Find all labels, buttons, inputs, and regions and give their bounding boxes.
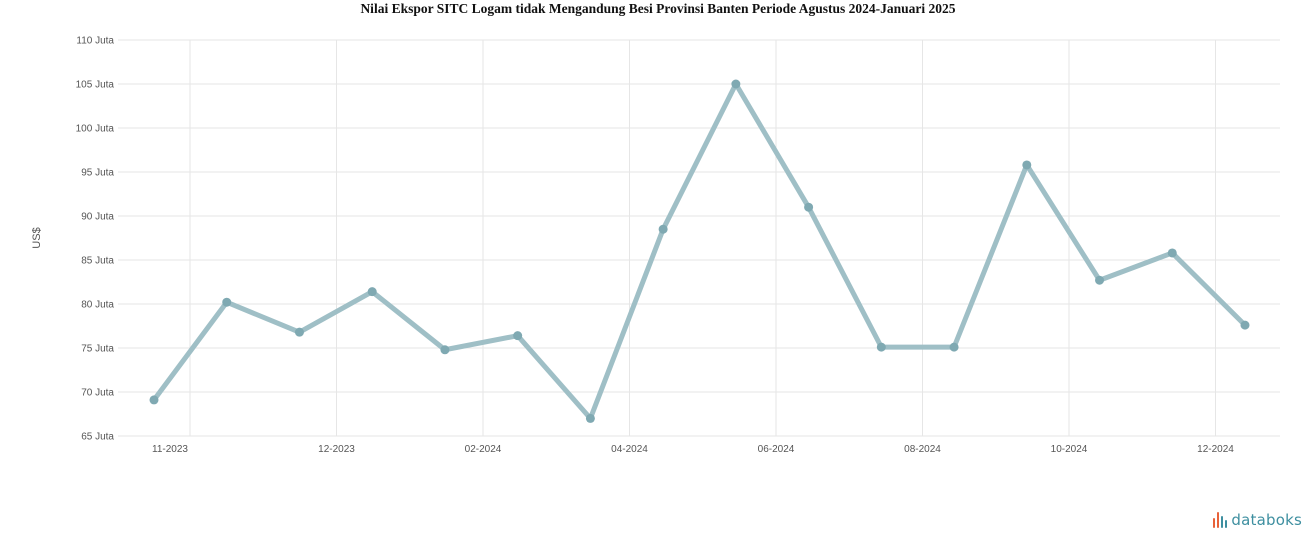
chart-title: Nilai Ekspor SITC Logam tidak Mengandung… [360,1,956,16]
data-point [513,331,523,341]
x-tick-label: 02-2024 [465,444,502,455]
databoks-logo: databoks [1213,511,1302,529]
y-tick-label: 105 Juta [76,80,115,91]
data-point [440,345,450,355]
data-point [294,327,304,337]
data-point [1240,320,1250,330]
x-tick-label: 12-2023 [318,444,355,455]
y-tick-label: 90 Juta [81,212,114,223]
y-tick-label: 70 Juta [81,388,114,399]
data-point [731,79,741,89]
y-axis-label: US$ [31,227,43,248]
data-point [222,297,232,307]
data-point [1022,160,1032,170]
x-tick-label: 10-2024 [1051,444,1088,455]
data-point [949,342,959,352]
x-tick-label: 11-2023 [152,444,188,455]
databoks-logo-text: databoks [1231,511,1302,529]
x-tick-label: 06-2024 [758,444,795,455]
y-tick-label: 65 Juta [81,432,114,443]
x-tick-label: 08-2024 [904,444,941,455]
data-point [367,287,377,297]
y-tick-label: 95 Juta [81,168,114,179]
y-tick-label: 85 Juta [81,256,114,267]
data-point [149,395,159,405]
x-tick-label: 12-2024 [1197,444,1234,455]
series-line [151,81,1248,421]
y-tick-label: 110 Juta [76,36,114,47]
data-point [876,342,886,352]
x-tick-label: 04-2024 [611,444,648,455]
y-tick-label: 80 Juta [81,300,114,311]
data-point [804,202,814,212]
data-point [1167,248,1177,258]
y-tick-label: 75 Juta [81,344,114,355]
y-tick-label: 100 Juta [76,124,115,135]
databoks-logo-icon [1213,512,1228,528]
data-point [585,413,595,423]
data-point [1095,275,1105,285]
data-point [658,224,668,234]
